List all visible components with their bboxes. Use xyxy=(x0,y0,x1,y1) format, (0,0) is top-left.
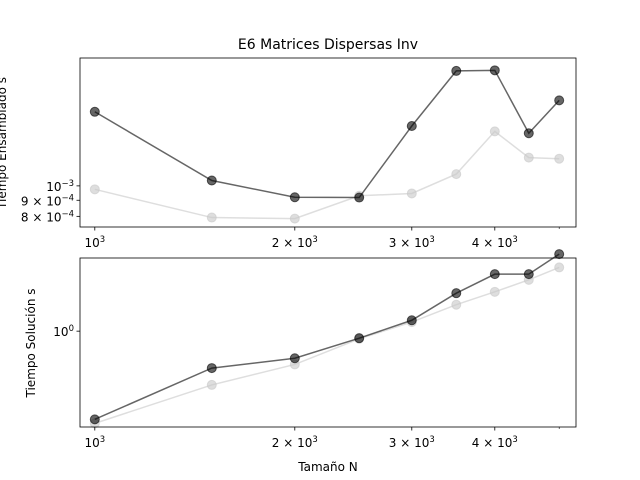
chart-title: E6 Matrices Dispersas Inv xyxy=(238,37,418,53)
data-point xyxy=(523,269,534,280)
x-tick-label: 3 × 103 xyxy=(389,435,435,450)
data-point xyxy=(489,286,500,297)
data-point xyxy=(354,192,365,203)
y-tick-label: 10−3 xyxy=(46,179,74,194)
series-line-0-0 xyxy=(94,69,560,199)
x-tick-label: 3 × 103 xyxy=(389,235,435,250)
data-point xyxy=(406,188,417,199)
data-point xyxy=(89,414,100,425)
data-point xyxy=(554,153,565,164)
series-line-0-1 xyxy=(94,130,560,220)
series-line-1-0 xyxy=(94,253,560,421)
y-tick-label: 9 × 10−4 xyxy=(21,193,74,208)
y-tick-label: 100 xyxy=(53,324,74,339)
x-axis-label: Tamaño N xyxy=(297,460,357,474)
data-point xyxy=(289,213,300,224)
y-axis-label-assembly: Tiempo Ensamblado s xyxy=(0,77,9,210)
data-point xyxy=(523,128,534,139)
data-point xyxy=(554,249,565,260)
y-axis-label-solution: Tiempo Solución s xyxy=(24,289,38,399)
data-point xyxy=(206,212,217,223)
data-point xyxy=(554,95,565,106)
data-point xyxy=(406,315,417,326)
x-tick-label: 2 × 103 xyxy=(272,235,318,250)
data-point xyxy=(451,288,462,299)
x-tick-label: 4 × 103 xyxy=(472,235,518,250)
y-tick-label: 8 × 10−4 xyxy=(21,209,74,224)
data-point xyxy=(451,169,462,180)
x-tick-label: 4 × 103 xyxy=(472,435,518,450)
series-line-1-1 xyxy=(94,266,560,425)
data-point xyxy=(489,65,500,76)
data-point xyxy=(289,192,300,203)
x-tick-label: 103 xyxy=(84,235,105,250)
axes-frame xyxy=(79,257,577,428)
data-point xyxy=(489,126,500,137)
data-point xyxy=(206,379,217,390)
data-point xyxy=(406,121,417,131)
data-point xyxy=(289,353,300,364)
data-point xyxy=(523,152,534,163)
data-point xyxy=(206,175,217,186)
data-point xyxy=(489,269,500,280)
data-point xyxy=(451,299,462,310)
data-point xyxy=(554,262,565,273)
data-point xyxy=(206,363,217,374)
axes-frame xyxy=(79,57,577,228)
assembly-time-panel: E6 Matrices Dispersas Inv Tiempo Ensambl… xyxy=(0,37,577,250)
x-tick-label: 103 xyxy=(84,435,105,450)
data-point xyxy=(89,184,100,195)
data-point xyxy=(354,333,365,344)
data-point xyxy=(451,65,462,76)
x-tick-label: 2 × 103 xyxy=(272,435,318,450)
data-point xyxy=(89,106,100,117)
solution-time-panel: Tiempo Solución s Tamaño N 103 2 × 103 3 ×… xyxy=(24,249,577,474)
